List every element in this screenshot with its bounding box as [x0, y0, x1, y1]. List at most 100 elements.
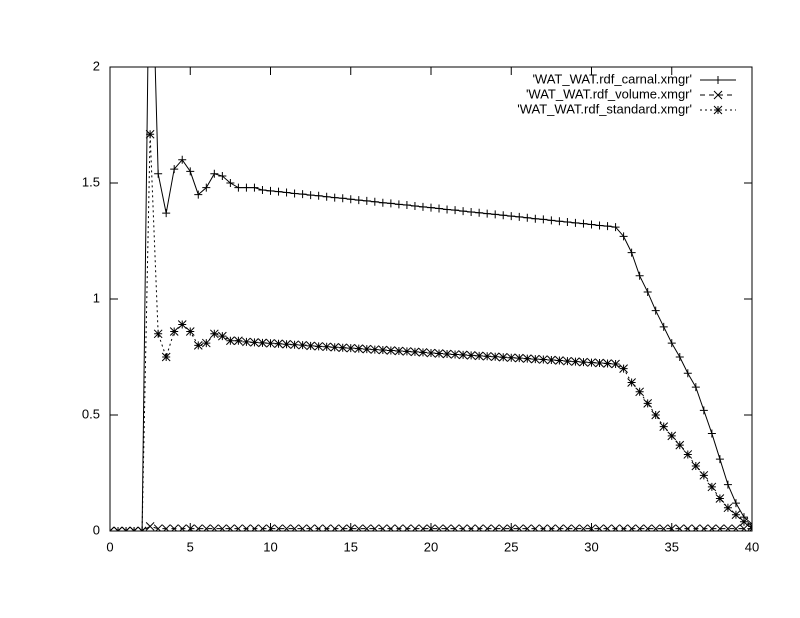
marker	[458, 524, 468, 531]
marker	[217, 331, 227, 341]
x-tick-label: 5	[187, 539, 194, 554]
marker	[651, 410, 661, 420]
marker	[201, 338, 211, 348]
marker	[242, 524, 251, 531]
marker	[290, 340, 299, 350]
marker	[250, 183, 259, 192]
marker	[522, 354, 532, 363]
marker	[603, 222, 612, 231]
marker	[210, 169, 219, 178]
legend-marker	[713, 105, 723, 115]
marker	[218, 172, 227, 181]
marker	[659, 524, 669, 531]
marker	[217, 524, 227, 531]
marker	[186, 167, 195, 176]
marker	[563, 356, 572, 366]
marker	[474, 524, 484, 531]
marker	[435, 204, 444, 213]
marker	[467, 208, 476, 216]
marker	[739, 524, 749, 531]
marker	[459, 207, 468, 216]
marker	[699, 524, 709, 531]
marker	[234, 183, 243, 192]
marker	[226, 179, 235, 187]
marker	[427, 203, 435, 212]
x-tick-label: 10	[263, 539, 277, 554]
marker	[258, 338, 267, 348]
marker	[226, 524, 235, 531]
marker	[394, 200, 403, 209]
legend-marker	[714, 76, 722, 84]
marker	[723, 480, 732, 489]
marker	[314, 191, 323, 200]
marker	[443, 205, 452, 214]
marker	[426, 348, 436, 358]
marker	[659, 422, 669, 431]
y-tick-label: 2	[93, 58, 100, 73]
marker	[490, 352, 500, 362]
marker	[450, 524, 460, 531]
marker	[611, 359, 620, 369]
marker	[346, 195, 355, 204]
series-line	[110, 525, 752, 531]
marker	[619, 364, 628, 373]
marker	[274, 187, 283, 196]
marker	[370, 345, 380, 354]
marker	[402, 347, 412, 356]
marker	[258, 524, 267, 531]
marker	[571, 357, 580, 366]
marker	[563, 524, 572, 531]
marker	[386, 346, 396, 355]
marker	[193, 341, 203, 350]
marker	[699, 406, 708, 415]
marker	[587, 220, 596, 229]
marker	[539, 215, 548, 224]
legend-marker	[713, 90, 723, 100]
marker	[266, 186, 275, 195]
marker	[177, 524, 187, 531]
marker	[691, 524, 701, 531]
marker	[555, 356, 564, 365]
marker	[362, 196, 371, 205]
marker	[603, 359, 612, 368]
marker	[314, 524, 324, 531]
marker	[322, 524, 332, 531]
marker	[627, 248, 636, 257]
marker	[266, 338, 275, 348]
marker	[451, 206, 460, 215]
marker	[202, 183, 211, 192]
marker	[731, 510, 741, 520]
marker	[274, 524, 283, 531]
marker	[169, 327, 179, 336]
marker	[659, 322, 668, 331]
marker	[507, 212, 516, 221]
marker	[330, 193, 339, 202]
marker	[651, 524, 661, 531]
marker	[531, 214, 540, 223]
marker	[354, 196, 363, 205]
marker	[282, 524, 291, 531]
marker	[643, 288, 652, 297]
marker	[153, 524, 163, 531]
marker	[675, 353, 684, 361]
marker	[498, 352, 508, 362]
marker	[354, 344, 364, 354]
marker	[298, 190, 307, 199]
marker	[410, 347, 420, 357]
marker	[490, 524, 500, 531]
marker	[691, 461, 701, 471]
marker	[563, 217, 572, 226]
marker	[145, 129, 155, 139]
marker	[298, 524, 307, 531]
marker	[498, 524, 508, 531]
marker	[290, 189, 299, 198]
marker	[242, 183, 251, 192]
marker	[234, 524, 243, 531]
marker	[330, 524, 340, 531]
marker	[483, 209, 492, 218]
marker	[474, 351, 484, 361]
y-tick-label: 0	[93, 522, 100, 537]
marker	[370, 197, 379, 206]
marker	[378, 198, 387, 207]
marker	[250, 338, 259, 347]
